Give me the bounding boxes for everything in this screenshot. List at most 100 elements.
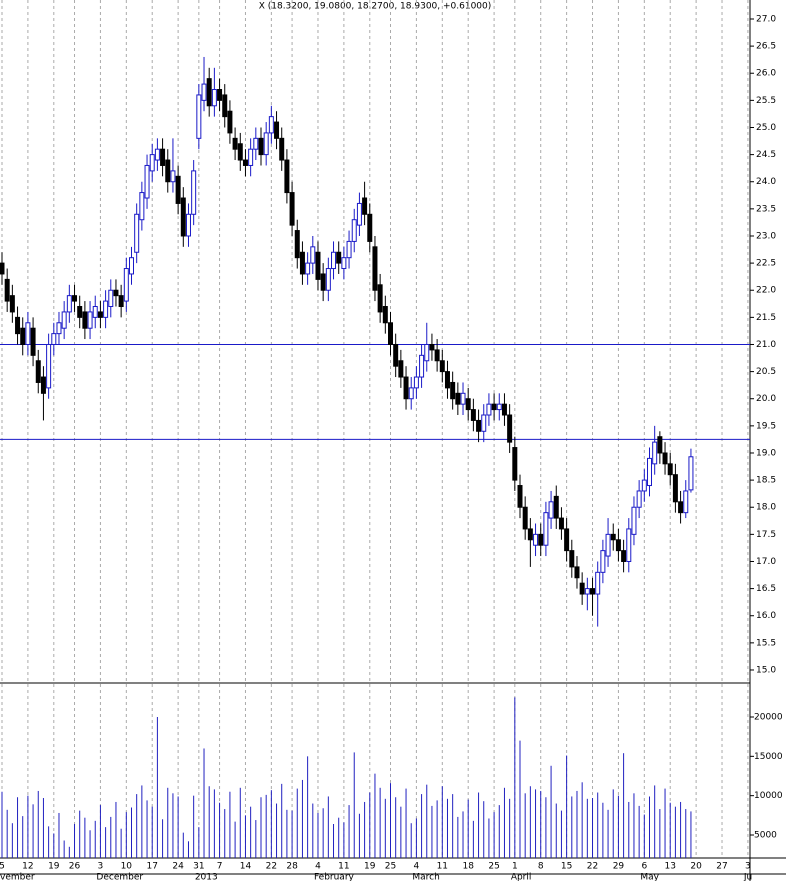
candle-body <box>191 170 197 215</box>
candle-body <box>154 148 160 161</box>
candle-body <box>20 327 26 345</box>
candle-body <box>144 164 150 199</box>
candle-body <box>408 387 414 400</box>
candle-body <box>103 300 109 318</box>
candle-body <box>590 588 596 595</box>
chart-title: X (18.3200, 19.0800, 18.2700, 18.9300, +… <box>259 2 492 12</box>
candle-body <box>253 137 259 150</box>
candle-body <box>356 202 362 226</box>
y-tick-label: 18.0 <box>756 503 776 513</box>
candle-body <box>626 528 632 562</box>
month-label: February <box>314 873 355 881</box>
candle-body <box>584 588 590 595</box>
candle-body <box>160 148 166 166</box>
y-tick-label: 19.0 <box>756 448 776 458</box>
candle-body <box>455 392 461 405</box>
y-tick-label: 10000 <box>754 791 783 801</box>
month-label: Ju <box>743 873 752 881</box>
candle-body <box>450 381 456 400</box>
y-tick-label: 24.0 <box>756 177 776 187</box>
x-tick-label: 7 <box>217 862 223 872</box>
candle-body <box>113 289 119 297</box>
candle-body <box>134 213 140 253</box>
candle-body <box>118 295 124 308</box>
candle-body <box>72 295 78 302</box>
candle-body <box>185 213 191 237</box>
candle-body <box>196 94 202 139</box>
x-tick-label: 1 <box>512 862 518 872</box>
candle-body <box>564 528 570 552</box>
candle-body <box>336 251 342 264</box>
candle-body <box>315 251 321 280</box>
candle-body <box>170 170 176 183</box>
candle-body <box>444 371 450 389</box>
candle-body <box>398 360 404 378</box>
y-tick-label: 27.0 <box>756 14 776 24</box>
candle-body <box>279 137 285 161</box>
candle-body <box>87 311 93 329</box>
candle-body <box>325 268 331 291</box>
candle-body <box>439 360 445 373</box>
candle-body <box>4 278 10 302</box>
candle-body <box>222 94 228 118</box>
x-tick-label: 29 <box>613 862 625 872</box>
candle-body <box>92 306 98 318</box>
candle-body <box>382 306 388 324</box>
candle-body <box>548 501 554 519</box>
x-tick-label: 22 <box>266 862 277 872</box>
candle-body <box>641 479 647 492</box>
x-tick-label: 31 <box>193 862 204 872</box>
month-label: vember <box>0 873 35 881</box>
candle-body <box>372 246 378 291</box>
x-tick-label: 28 <box>286 862 298 872</box>
candle-body <box>274 121 280 139</box>
candle-body <box>165 159 171 183</box>
candle-body <box>527 528 533 541</box>
candle-body <box>688 456 694 491</box>
x-tick-label: 20 <box>690 862 702 872</box>
candle-body <box>388 322 393 345</box>
candle-body <box>600 550 606 573</box>
candle-body <box>305 262 311 275</box>
x-tick-label: 19 <box>364 862 376 872</box>
x-tick-label: 17 <box>146 862 157 872</box>
x-tick-label: 15 <box>561 862 572 872</box>
candle-body <box>662 452 668 465</box>
candle-body <box>66 295 72 313</box>
y-tick-label: 25.5 <box>756 96 776 106</box>
candle-body <box>486 403 492 416</box>
candle-body <box>46 343 52 389</box>
candle-body <box>51 333 57 345</box>
candle-body <box>294 230 300 259</box>
candle-body <box>558 517 564 530</box>
candle-body <box>517 485 523 508</box>
x-tick-label: 25 <box>488 862 499 872</box>
y-tick-label: 22.5 <box>756 259 776 269</box>
x-tick-label: 27 <box>716 862 727 872</box>
x-tick-label: 3 <box>745 862 751 872</box>
y-tick-label: 18.5 <box>756 476 776 486</box>
x-tick-label: 12 <box>22 862 33 872</box>
candle-body <box>460 392 466 405</box>
y-tick-label: 15.5 <box>756 638 776 648</box>
candle-body <box>40 376 46 394</box>
candle-body <box>501 403 507 416</box>
candle-body <box>123 268 129 302</box>
candle-body <box>258 137 264 156</box>
candle-body <box>683 490 689 514</box>
candle-body <box>543 512 549 546</box>
candle-body <box>35 360 41 383</box>
y-tick-label: 17.5 <box>756 530 776 540</box>
candle-body <box>82 311 88 329</box>
candle-body <box>647 457 652 487</box>
candle-body <box>201 83 207 101</box>
y-tick-label: 22.0 <box>756 286 776 296</box>
x-tick-label: 13 <box>664 862 675 872</box>
y-tick-label: 26.0 <box>756 69 776 79</box>
candle-body <box>512 447 518 481</box>
y-tick-label: 17.0 <box>756 557 776 567</box>
candle-body <box>393 343 399 367</box>
y-tick-label: 20.5 <box>756 367 776 377</box>
candle-body <box>263 132 269 156</box>
